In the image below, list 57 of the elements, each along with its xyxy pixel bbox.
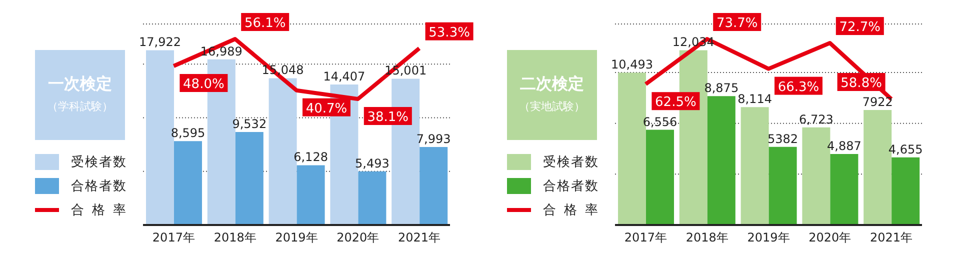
x-tick-label: 2020年 [336, 230, 380, 245]
bar [830, 154, 858, 225]
data-label: 7,993 [416, 132, 451, 146]
data-label: 58.8% [840, 76, 882, 91]
data-label: 6,556 [642, 114, 678, 129]
data-label: 10,493 [611, 58, 653, 72]
data-label: 8,875 [704, 81, 739, 96]
x-tick-label: 2021年 [398, 230, 441, 245]
data-label: 62.5% [655, 95, 696, 110]
data-label: 17,922 [139, 35, 181, 50]
data-label: 6,723 [799, 112, 834, 126]
x-tick-label: 2019年 [747, 230, 790, 245]
text: （学科試験） [46, 99, 114, 114]
data-label: 40.7% [306, 101, 348, 116]
data-label: 38.1% [367, 110, 409, 125]
x-tick-label: 2020年 [808, 230, 852, 245]
data-label: 7922 [862, 94, 893, 109]
legend-label: 合格率 [543, 202, 606, 219]
x-tick-label: 2021年 [870, 230, 913, 245]
data-label: 53.3% [428, 25, 470, 40]
data-label: 72.7% [839, 20, 881, 36]
bar [296, 165, 325, 225]
legend-label: 受検者数 [543, 154, 599, 171]
x-tick-label: 2018年 [686, 230, 728, 245]
data-label: 5382 [768, 132, 798, 146]
data-label: 66.3% [778, 80, 820, 95]
data-label: 9,532 [232, 117, 267, 132]
bar [646, 130, 674, 225]
text: （実地試験） [518, 99, 586, 114]
x-tick-label: 2018年 [214, 230, 256, 245]
bar [892, 157, 920, 225]
data-label: 6,128 [294, 150, 328, 164]
bar [358, 171, 386, 225]
bar [235, 132, 264, 225]
data-label: 73.7% [716, 16, 758, 31]
data-label: 14,407 [323, 69, 366, 84]
data-label: 56.1% [244, 16, 286, 31]
text: 一次検定 [47, 74, 113, 95]
bar [740, 107, 769, 225]
data-label: 4,655 [888, 142, 923, 156]
data-label: 5,493 [355, 156, 390, 170]
legend-label: 受検者数 [71, 154, 127, 171]
bar [420, 147, 448, 225]
data-label: 8,595 [170, 126, 206, 140]
x-tick-label: 2017年 [624, 230, 667, 245]
bar [707, 96, 736, 225]
legend-label: 合格者数 [543, 178, 599, 195]
bar [174, 141, 202, 225]
bar [768, 146, 797, 225]
data-label: 8,114 [738, 92, 772, 106]
x-tick-label: 2019年 [275, 230, 318, 245]
legend-label: 合格率 [71, 202, 134, 219]
legend-label: 合格者数 [71, 178, 127, 195]
x-tick-label: 2017年 [152, 230, 195, 245]
text: 二次検定 [519, 74, 585, 95]
data-label: 4,887 [827, 139, 862, 154]
data-label: 48.0% [183, 77, 224, 92]
